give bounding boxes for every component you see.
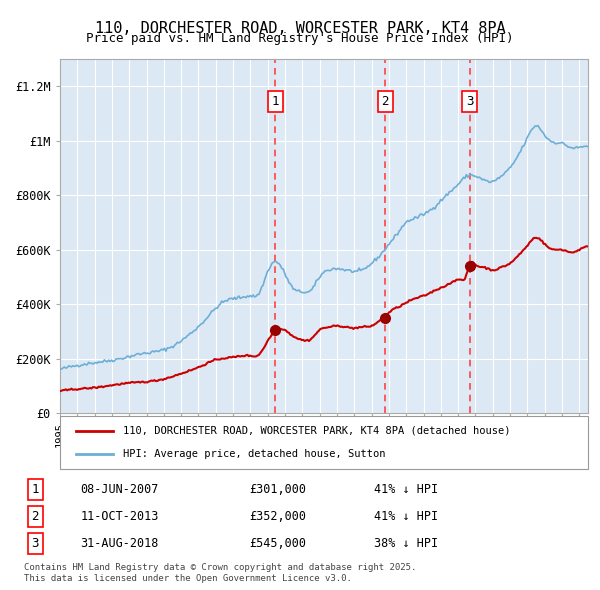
Text: 2: 2 <box>32 510 39 523</box>
Text: Contains HM Land Registry data © Crown copyright and database right 2025.
This d: Contains HM Land Registry data © Crown c… <box>24 563 416 583</box>
Text: 11-OCT-2013: 11-OCT-2013 <box>80 510 159 523</box>
Text: 1: 1 <box>32 483 39 496</box>
Text: 3: 3 <box>32 537 39 550</box>
Text: 3: 3 <box>466 95 473 108</box>
Text: £301,000: £301,000 <box>250 483 307 496</box>
Text: 1: 1 <box>272 95 279 108</box>
Text: £352,000: £352,000 <box>250 510 307 523</box>
Text: HPI: Average price, detached house, Sutton: HPI: Average price, detached house, Sutt… <box>124 449 386 459</box>
Text: 41% ↓ HPI: 41% ↓ HPI <box>374 483 438 496</box>
Text: 08-JUN-2007: 08-JUN-2007 <box>80 483 159 496</box>
Bar <box>275 59 470 413</box>
Text: 2: 2 <box>382 95 389 108</box>
Text: 110, DORCHESTER ROAD, WORCESTER PARK, KT4 8PA: 110, DORCHESTER ROAD, WORCESTER PARK, KT… <box>95 21 505 35</box>
Text: 110, DORCHESTER ROAD, WORCESTER PARK, KT4 8PA (detached house): 110, DORCHESTER ROAD, WORCESTER PARK, KT… <box>124 426 511 436</box>
Text: Price paid vs. HM Land Registry's House Price Index (HPI): Price paid vs. HM Land Registry's House … <box>86 32 514 45</box>
Text: 31-AUG-2018: 31-AUG-2018 <box>80 537 159 550</box>
Text: 41% ↓ HPI: 41% ↓ HPI <box>374 510 438 523</box>
Text: £545,000: £545,000 <box>250 537 307 550</box>
FancyBboxPatch shape <box>60 416 588 469</box>
Text: 38% ↓ HPI: 38% ↓ HPI <box>374 537 438 550</box>
